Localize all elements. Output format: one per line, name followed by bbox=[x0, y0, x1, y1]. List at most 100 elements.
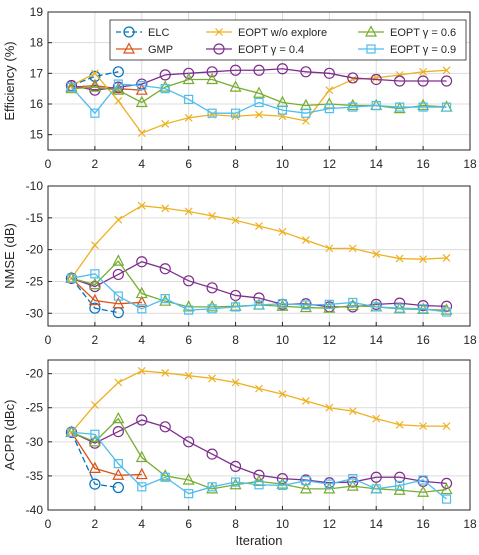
x-tick-label: 14 bbox=[370, 157, 384, 171]
data-point bbox=[277, 480, 288, 491]
data-point-stroke-b bbox=[231, 112, 240, 121]
data-point-stroke-b bbox=[137, 201, 146, 210]
data-point bbox=[325, 403, 334, 412]
data-point-stroke-b bbox=[161, 369, 170, 377]
data-point-stroke-b bbox=[372, 250, 381, 259]
data-point bbox=[254, 300, 264, 310]
data-point-stroke-b bbox=[372, 414, 381, 423]
data-point bbox=[114, 378, 123, 387]
data-point bbox=[253, 292, 265, 304]
data-point bbox=[229, 64, 242, 76]
data-point bbox=[230, 108, 241, 118]
data-point bbox=[323, 67, 335, 79]
data-point bbox=[255, 222, 263, 231]
y-tick-label: -20 bbox=[26, 243, 44, 257]
legend-entry: ELC bbox=[116, 26, 169, 39]
data-point bbox=[136, 256, 148, 268]
data-point-stroke-b bbox=[137, 129, 146, 138]
data-point bbox=[89, 280, 101, 293]
data-point bbox=[346, 479, 359, 491]
data-point-stroke-b bbox=[348, 407, 357, 416]
data-point bbox=[393, 101, 406, 114]
x-tick-label: 4 bbox=[138, 517, 145, 531]
legend-label: GMP bbox=[148, 44, 173, 56]
data-point bbox=[301, 236, 310, 245]
x-tick-label: 6 bbox=[185, 333, 192, 347]
data-point bbox=[394, 471, 406, 483]
data-point bbox=[417, 300, 429, 312]
legend-label: EOPT w/o explore bbox=[238, 27, 327, 39]
data-point bbox=[88, 293, 101, 306]
x-tick-label: 4 bbox=[138, 157, 145, 171]
legend-entry: EOPT w/o explore bbox=[206, 27, 327, 39]
data-point bbox=[346, 298, 359, 311]
data-point bbox=[207, 108, 217, 118]
x-tick-label: 0 bbox=[45, 157, 52, 171]
data-point bbox=[418, 102, 428, 112]
data-point bbox=[230, 477, 241, 487]
data-point bbox=[348, 407, 357, 416]
data-point bbox=[66, 82, 77, 92]
data-point bbox=[112, 481, 124, 494]
data-point-stroke-b bbox=[255, 110, 263, 119]
x-tick-label: 10 bbox=[276, 333, 290, 347]
data-point-stroke-b bbox=[231, 216, 240, 225]
legend-entry: EOPT γ = 0.6 bbox=[358, 25, 456, 39]
series-line bbox=[70, 83, 447, 115]
series-line bbox=[70, 205, 447, 279]
data-point bbox=[395, 303, 405, 313]
legend-marker bbox=[366, 44, 376, 54]
data-point bbox=[184, 371, 193, 380]
panel-3-axes-box bbox=[47, 359, 471, 511]
data-point bbox=[395, 480, 405, 491]
data-point bbox=[419, 255, 428, 264]
data-point bbox=[88, 80, 101, 92]
data-point-stroke-b bbox=[255, 384, 263, 393]
y-tick-label: 19 bbox=[30, 5, 44, 19]
data-point bbox=[277, 299, 288, 309]
data-point bbox=[418, 304, 428, 314]
legend-marker bbox=[123, 26, 135, 38]
data-point bbox=[348, 244, 357, 253]
x-tick-label: 2 bbox=[92, 157, 99, 171]
series-eopt-0-9 bbox=[66, 269, 452, 317]
panel-2-axes-box bbox=[47, 185, 471, 327]
data-point bbox=[442, 253, 451, 262]
data-point bbox=[346, 98, 359, 111]
data-point bbox=[301, 108, 311, 118]
series-gmp bbox=[65, 271, 148, 309]
data-point bbox=[254, 480, 264, 490]
legend-label: EOPT γ = 0.9 bbox=[390, 44, 456, 56]
data-point bbox=[301, 476, 311, 486]
data-point bbox=[229, 299, 242, 311]
legend-marker bbox=[123, 42, 135, 54]
data-point-stroke-b bbox=[161, 204, 170, 213]
data-point bbox=[160, 294, 170, 304]
x-tick-label: 2 bbox=[92, 333, 99, 347]
data-point bbox=[161, 204, 170, 213]
x-tick-label: 8 bbox=[232, 157, 239, 171]
data-point-stroke-b bbox=[442, 422, 451, 431]
x-tick-label: 18 bbox=[463, 157, 477, 171]
series-eopt-0-9 bbox=[66, 79, 452, 118]
data-point-stroke-b bbox=[301, 236, 310, 245]
data-point bbox=[208, 374, 217, 383]
data-point-stroke-b bbox=[419, 67, 428, 76]
series-eopt-0-4 bbox=[65, 63, 453, 96]
legend-marker bbox=[365, 25, 377, 37]
x-tick-label: 10 bbox=[276, 157, 290, 171]
x-tick-label: 0 bbox=[45, 517, 52, 531]
x-tick-label: 14 bbox=[370, 333, 384, 347]
data-point bbox=[66, 427, 77, 437]
data-point bbox=[254, 97, 264, 108]
y-tick-label: -25 bbox=[26, 274, 44, 288]
data-point bbox=[112, 83, 125, 95]
data-point-stroke-b bbox=[184, 207, 193, 216]
data-point-stroke-b bbox=[114, 378, 123, 387]
y-tick-label: 15 bbox=[30, 128, 44, 142]
x-tick-label: 10 bbox=[276, 517, 290, 531]
data-point bbox=[184, 207, 193, 216]
data-point bbox=[89, 302, 101, 314]
data-point-stroke-b bbox=[114, 215, 123, 224]
